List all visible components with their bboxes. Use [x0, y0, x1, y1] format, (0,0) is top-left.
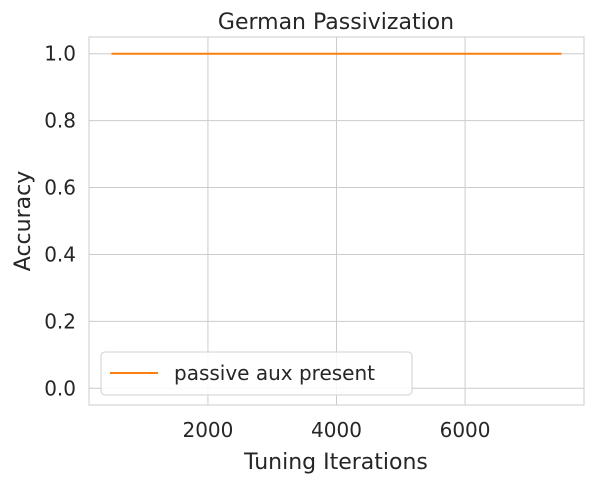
- chart-title: German Passivization: [218, 10, 454, 35]
- y-tick-label: 0.0: [44, 376, 76, 400]
- x-tick-labels: 2000 4000 6000: [182, 418, 490, 442]
- y-tick-label: 0.4: [44, 242, 76, 266]
- legend-box: [100, 351, 413, 396]
- y-tick-label: 0.2: [44, 309, 76, 333]
- x-axis-label: Tuning Iterations: [243, 450, 428, 475]
- x-tick-label: 6000: [440, 418, 491, 442]
- x-tick-label: 4000: [311, 418, 362, 442]
- y-axis-label: Accuracy: [11, 171, 36, 271]
- legend-label: passive aux present: [174, 361, 375, 385]
- x-tick-label: 2000: [182, 418, 233, 442]
- y-tick-labels: 0.0 0.2 0.4 0.6 0.8 1.0: [44, 42, 76, 401]
- y-tick-label: 0.8: [44, 109, 76, 133]
- y-tick-label: 1.0: [44, 42, 76, 66]
- y-tick-label: 0.6: [44, 176, 76, 200]
- legend: passive aux present: [100, 351, 413, 396]
